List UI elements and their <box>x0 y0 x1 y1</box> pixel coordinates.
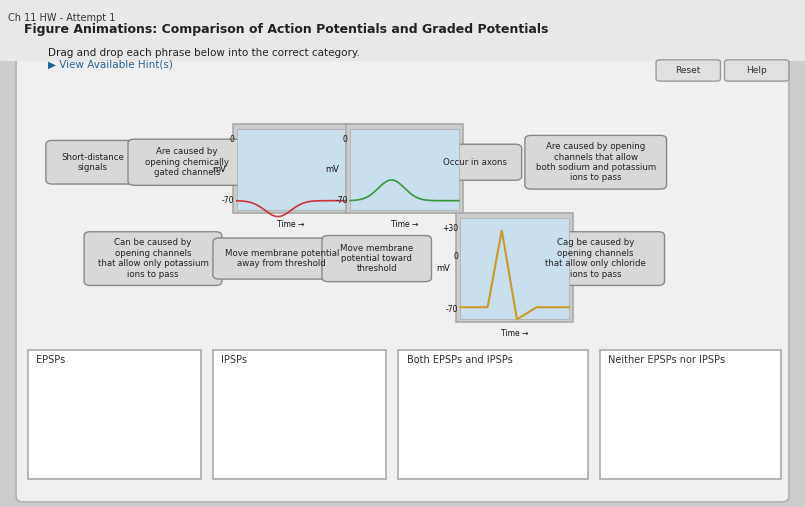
Text: mV: mV <box>436 264 450 273</box>
Text: +30: +30 <box>442 224 458 233</box>
Text: mV: mV <box>212 165 226 174</box>
FancyBboxPatch shape <box>350 129 459 210</box>
Text: Both EPSPs and IPSPs: Both EPSPs and IPSPs <box>407 355 512 365</box>
Text: Short-distance
signals: Short-distance signals <box>61 153 124 172</box>
Text: EPSPs: EPSPs <box>36 355 65 365</box>
FancyBboxPatch shape <box>28 350 201 479</box>
FancyBboxPatch shape <box>526 232 664 285</box>
FancyBboxPatch shape <box>525 135 667 189</box>
FancyBboxPatch shape <box>46 140 139 184</box>
FancyBboxPatch shape <box>16 25 789 502</box>
Text: Reset: Reset <box>675 66 701 75</box>
Text: Are caused by
opening chemically
gated channels: Are caused by opening chemically gated c… <box>145 148 229 177</box>
FancyBboxPatch shape <box>346 124 463 213</box>
FancyBboxPatch shape <box>213 350 386 479</box>
FancyBboxPatch shape <box>85 232 221 285</box>
FancyBboxPatch shape <box>0 0 805 61</box>
Text: IPSPs: IPSPs <box>221 355 247 365</box>
FancyBboxPatch shape <box>398 350 588 479</box>
Text: Neither EPSPs nor IPSPs: Neither EPSPs nor IPSPs <box>608 355 724 365</box>
FancyBboxPatch shape <box>456 213 573 322</box>
Text: Can be caused by
opening channels
that allow only potassium
ions to pass: Can be caused by opening channels that a… <box>97 238 208 279</box>
Text: Occur in axons: Occur in axons <box>443 158 507 167</box>
Text: -70: -70 <box>221 196 234 205</box>
Text: Time →: Time → <box>390 220 419 229</box>
FancyBboxPatch shape <box>237 129 345 210</box>
Text: -70: -70 <box>335 196 348 205</box>
Text: 0: 0 <box>453 252 458 261</box>
Text: Time →: Time → <box>501 329 529 338</box>
Text: Ch 11 HW - Attempt 1: Ch 11 HW - Attempt 1 <box>8 13 115 23</box>
Text: ▶ View Available Hint(s): ▶ View Available Hint(s) <box>48 60 173 70</box>
FancyBboxPatch shape <box>428 144 522 180</box>
Text: Are caused by opening
channels that allow
both sodium and potassium
ions to pass: Are caused by opening channels that allo… <box>535 142 656 183</box>
FancyBboxPatch shape <box>213 238 350 279</box>
FancyBboxPatch shape <box>656 60 720 81</box>
Text: -70: -70 <box>445 305 458 314</box>
Text: Time →: Time → <box>277 220 305 229</box>
FancyBboxPatch shape <box>322 235 431 282</box>
Text: 0: 0 <box>229 134 234 143</box>
Text: 0: 0 <box>343 134 348 143</box>
Text: mV: mV <box>325 165 340 174</box>
FancyBboxPatch shape <box>600 350 781 479</box>
Text: Move membrane potential
away from threshold: Move membrane potential away from thresh… <box>225 249 339 268</box>
Text: Move membrane
potential toward
threshold: Move membrane potential toward threshold <box>341 244 413 273</box>
Text: Help: Help <box>746 66 767 75</box>
Text: Cag be caused by
opening channels
that allow only chloride
ions to pass: Cag be caused by opening channels that a… <box>545 238 646 279</box>
FancyBboxPatch shape <box>460 218 569 319</box>
Text: Drag and drop each phrase below into the correct category.: Drag and drop each phrase below into the… <box>48 48 360 58</box>
FancyBboxPatch shape <box>233 124 349 213</box>
FancyBboxPatch shape <box>128 139 246 185</box>
Text: Figure Animations: Comparison of Action Potentials and Graded Potentials: Figure Animations: Comparison of Action … <box>24 23 548 36</box>
FancyBboxPatch shape <box>724 60 789 81</box>
